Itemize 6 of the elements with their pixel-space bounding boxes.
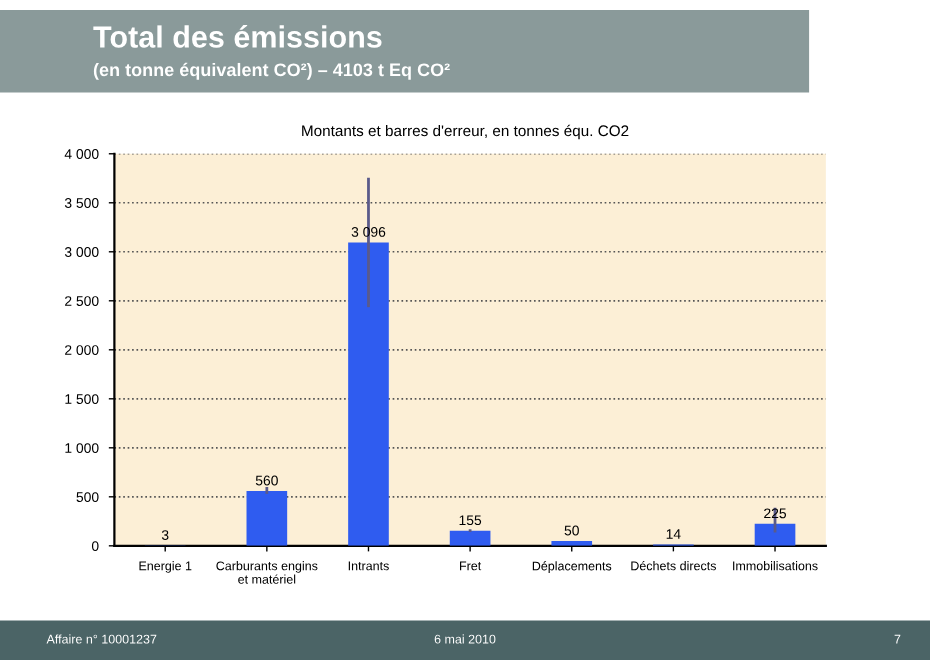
bar — [754, 523, 796, 546]
bar — [348, 242, 389, 546]
chart-subtitle: (en tonne équivalent CO²) – 4103 t Eq CO² — [93, 62, 450, 80]
bar — [449, 530, 491, 546]
bar — [246, 490, 288, 546]
chart-title: Total des émissions — [93, 25, 382, 48]
